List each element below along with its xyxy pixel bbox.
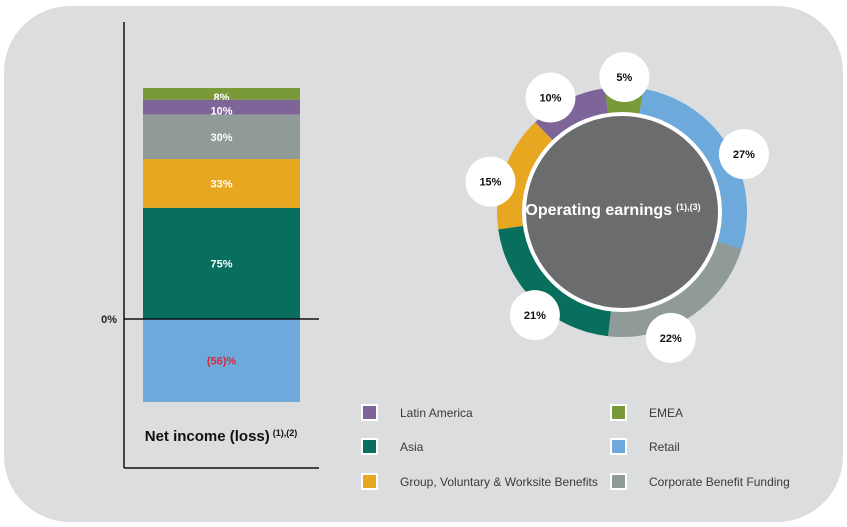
legend-item: Latin America (361, 404, 473, 421)
donut-title-footnote: (1),(3) (676, 202, 701, 212)
zero-label: 0% (101, 314, 117, 326)
donut-data-label: 5% (616, 72, 632, 84)
donut-data-label: 21% (524, 310, 546, 322)
stacked-bar-chart: 8%10%30%33%75%(56)% (143, 88, 300, 402)
donut-label-bubble (509, 290, 560, 341)
donut-label-bubble (465, 156, 516, 207)
legend-swatch (361, 404, 378, 421)
bar-data-label: (56)% (207, 355, 237, 367)
donut-data-label: 10% (539, 93, 561, 105)
donut-title-text: Operating earnings (525, 202, 672, 219)
donut-slice-latin-america (535, 88, 609, 141)
donut-label-bubble (599, 52, 650, 103)
donut-label-bubble (718, 129, 769, 180)
donut-slice-group-voluntary-worksite-benefits (497, 122, 554, 230)
donut-title: Operating earnings (1),(3) (525, 202, 700, 219)
donut-data-label: 22% (660, 333, 682, 345)
legend-label: EMEA (649, 405, 684, 420)
bar-segment-retail (143, 319, 300, 402)
legend-label: Asia (400, 439, 424, 454)
bar-chart-title: Net income (loss) (1),(2) (145, 428, 298, 445)
legend-label: Latin America (400, 405, 473, 420)
donut-slice-asia (498, 225, 611, 337)
bar-data-label: 75% (210, 258, 232, 270)
legend-item: EMEA (610, 404, 683, 421)
legend-label: Group, Voluntary & Worksite Benefits (400, 474, 598, 489)
legend-swatch (610, 438, 627, 455)
donut-chart: Operating earnings (1),(3) 5% 27% 22% 21% 15% 1… (465, 52, 769, 363)
bar-segment-asia (143, 207, 300, 319)
bar-segment-emea (143, 88, 300, 100)
bar-chart-title-text: Net income (loss) (145, 428, 270, 445)
legend-swatch (610, 473, 627, 490)
bar-data-label: 30% (210, 132, 232, 144)
bar-data-label: 10% (210, 105, 232, 117)
bar-segment-corporate-benefit-funding (143, 114, 300, 160)
legend-item: Retail (610, 438, 680, 455)
legend-swatch (361, 473, 378, 490)
donut-label-bubble (645, 312, 696, 363)
donut-data-label: 15% (479, 177, 501, 189)
donut-data-label: 27% (733, 149, 755, 161)
legend-swatch (361, 438, 378, 455)
bar-chart-title-footnote: (1),(2) (273, 428, 298, 438)
legend-label: Corporate Benefit Funding (649, 474, 790, 489)
legend-label: Retail (649, 439, 680, 454)
legend-swatch (610, 404, 627, 421)
legend-item: Group, Voluntary & Worksite Benefits (361, 473, 598, 490)
bar-segment-latin-america (143, 99, 300, 115)
legend-item: Asia (361, 438, 423, 455)
bar-data-label: 33% (210, 179, 232, 191)
donut-label-bubble (525, 72, 576, 123)
donut-center (522, 112, 722, 312)
legend-item: Corporate Benefit Funding (610, 473, 790, 490)
bar-segment-group-voluntary-worksite-benefits (143, 159, 300, 208)
donut-slice-corporate-benefit-funding (608, 241, 742, 337)
